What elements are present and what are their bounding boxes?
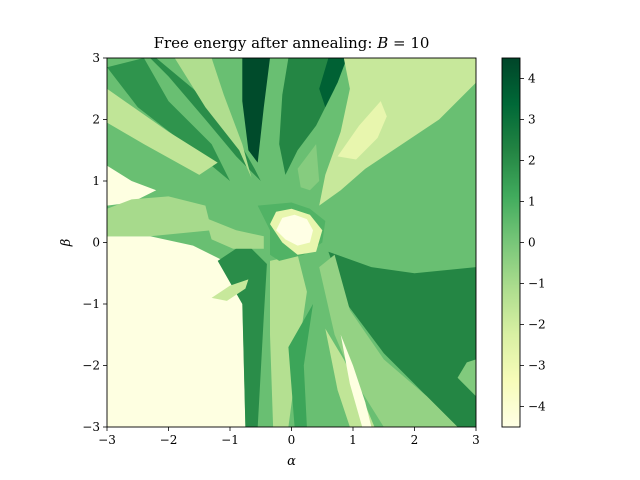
heatmap-region-6 [150,58,261,181]
colorbar-ticks: −4 −3 −2 −1 0 1 2 3 4 [520,72,546,414]
heatmap-region-13 [297,144,320,191]
x-axis-ticks: −3 −2 −1 0 1 2 3 [98,427,480,447]
x-tick-label: −2 [160,433,178,447]
heatmap-region-21 [457,359,476,397]
x-tick-label: 0 [288,433,296,447]
x-tick-label: 1 [349,433,357,447]
heatmap-region-12 [337,101,387,160]
heatmap-region-22 [205,217,264,249]
colorbar-tick-label: 0 [528,236,536,250]
colorbar-tick-label: −3 [528,359,546,373]
x-tick-label: −1 [221,433,239,447]
heatmap-region-3 [107,196,212,237]
colorbar-tick-label: −2 [528,318,546,332]
y-axis-label: β [59,239,74,248]
colorbar-tick-label: 2 [528,154,536,168]
colorbar [501,57,521,428]
heatmap-region-4 [107,58,230,181]
heatmap-region-10 [319,58,347,108]
y-tick-label: −1 [82,297,100,311]
heatmap-region-18 [319,254,458,427]
x-tick-label: −3 [98,433,116,447]
heatmap-region-1 [107,236,246,427]
heatmap-region-7 [174,58,252,178]
y-axis-ticks: −3 −2 −1 0 1 2 3 [82,51,107,434]
heatmap-region-5 [107,88,218,175]
colorbar-tick-label: −4 [528,400,546,414]
y-tick-label: −3 [82,420,100,434]
x-tick-label: 2 [411,433,419,447]
heatmap-regions [107,58,476,427]
colorbar-tick-label: 3 [528,113,536,127]
y-tick-label: 0 [92,236,100,250]
heatmap-region-26 [276,214,313,246]
heatmap-region-8 [242,58,270,163]
heatmap-region-15 [270,254,307,427]
colorbar-tick-label: 1 [528,195,536,209]
colorbar-tick-label: −1 [528,277,546,291]
x-tick-label: 3 [472,433,480,447]
heatmap-region-17 [328,251,476,427]
heatmap-region-20 [340,334,372,427]
chart-title: Free energy after annealing: B = 10 [154,34,430,52]
y-tick-label: −2 [82,359,100,373]
heatmap-region-14 [217,242,267,427]
y-tick-label: 2 [92,113,100,127]
heatmap-region-23 [211,279,249,301]
y-tick-label: 3 [92,51,100,65]
x-axis-label: α [287,454,296,469]
heatmap-region-2 [107,165,157,206]
heatmap-region-11 [319,58,476,206]
colorbar-tick-label: 4 [528,72,536,86]
y-tick-label: 1 [92,174,100,188]
heatmap-region-16 [288,304,313,427]
